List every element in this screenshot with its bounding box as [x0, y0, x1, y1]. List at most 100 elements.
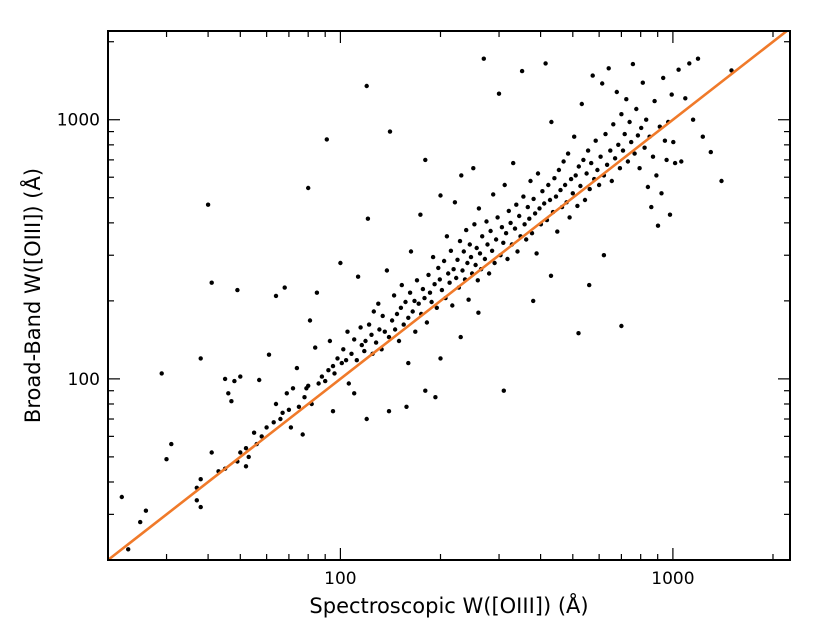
- data-point: [503, 231, 509, 236]
- data-point: [316, 381, 321, 386]
- data-point: [549, 119, 554, 125]
- data-point: [517, 213, 522, 219]
- data-point: [259, 434, 264, 439]
- data-point: [654, 173, 659, 178]
- data-point: [406, 315, 411, 320]
- data-point: [587, 282, 592, 288]
- data-point: [335, 356, 340, 361]
- data-point: [243, 464, 249, 469]
- data-point: [364, 83, 369, 89]
- data-point: [474, 245, 479, 251]
- data-point: [339, 360, 344, 366]
- data-point: [581, 157, 586, 163]
- data-point: [408, 249, 414, 254]
- data-point: [391, 293, 397, 298]
- data-point: [433, 395, 438, 400]
- data-point: [570, 191, 575, 196]
- data-point: [527, 216, 532, 221]
- data-point: [634, 106, 639, 112]
- data-point: [300, 432, 305, 437]
- data-point: [251, 430, 257, 435]
- data-point: [465, 260, 470, 266]
- data-point: [418, 212, 423, 217]
- data-point: [294, 365, 300, 371]
- y-tick-label: 100: [68, 370, 100, 390]
- data-point: [606, 66, 611, 71]
- data-point: [573, 173, 578, 178]
- data-point: [338, 260, 343, 266]
- data-point: [314, 290, 320, 295]
- data-point: [596, 182, 602, 188]
- data-point: [282, 285, 287, 290]
- data-point: [359, 342, 364, 348]
- data-point: [306, 383, 311, 388]
- data-point: [458, 334, 463, 340]
- y-axis-label: Broad-Band W([OIII]) (Å): [19, 168, 45, 423]
- data-point: [645, 184, 651, 190]
- data-point: [492, 260, 497, 266]
- data-point: [590, 73, 595, 78]
- data-point: [410, 309, 415, 314]
- data-point: [540, 189, 545, 194]
- data-point: [392, 327, 398, 332]
- data-point: [414, 278, 420, 283]
- data-point: [562, 182, 568, 188]
- data-point: [439, 287, 445, 293]
- data-point: [222, 376, 228, 382]
- y-tick-label: 1000: [57, 111, 100, 131]
- data-point: [679, 159, 684, 164]
- data-point: [420, 286, 426, 292]
- data-point: [460, 268, 465, 273]
- data-point: [608, 148, 613, 153]
- data-point: [448, 248, 454, 253]
- data-point: [386, 334, 392, 340]
- data-point: [595, 167, 600, 173]
- data-point: [373, 340, 379, 345]
- data-point: [209, 280, 214, 285]
- data-point: [622, 131, 627, 137]
- data-point: [352, 337, 357, 342]
- data-point: [238, 374, 243, 379]
- data-point: [323, 378, 328, 384]
- data-point: [484, 219, 489, 224]
- x-tick-label: 1000: [651, 569, 694, 589]
- data-point: [422, 295, 427, 301]
- data-point: [407, 290, 413, 295]
- data-point: [306, 185, 311, 191]
- data-point: [687, 61, 692, 66]
- data-point: [664, 157, 669, 163]
- data-point: [531, 298, 536, 304]
- data-points: [119, 56, 734, 552]
- data-point: [482, 256, 488, 262]
- data-point: [501, 388, 506, 393]
- data-point: [235, 287, 240, 293]
- data-point: [561, 159, 566, 164]
- data-point: [198, 477, 203, 482]
- data-point: [629, 139, 634, 145]
- data-point: [398, 305, 404, 310]
- data-point: [404, 404, 409, 409]
- data-point: [584, 171, 589, 176]
- data-point: [635, 133, 641, 138]
- data-point: [542, 201, 547, 206]
- data-point: [330, 363, 336, 369]
- data-point: [667, 212, 673, 217]
- data-point: [476, 310, 481, 315]
- data-point: [257, 377, 262, 383]
- data-point: [576, 164, 581, 169]
- data-point: [659, 191, 664, 196]
- data-point: [126, 547, 131, 552]
- data-point: [548, 273, 554, 278]
- data-point: [382, 329, 387, 334]
- data-point: [652, 98, 657, 104]
- data-point: [349, 351, 354, 356]
- data-point: [576, 331, 581, 336]
- data-point: [546, 182, 551, 188]
- data-point: [271, 420, 276, 425]
- data-point: [307, 318, 313, 323]
- data-point: [499, 225, 505, 230]
- data-point: [572, 134, 577, 139]
- data-point: [286, 407, 292, 412]
- data-point: [386, 409, 392, 414]
- data-point: [446, 271, 451, 276]
